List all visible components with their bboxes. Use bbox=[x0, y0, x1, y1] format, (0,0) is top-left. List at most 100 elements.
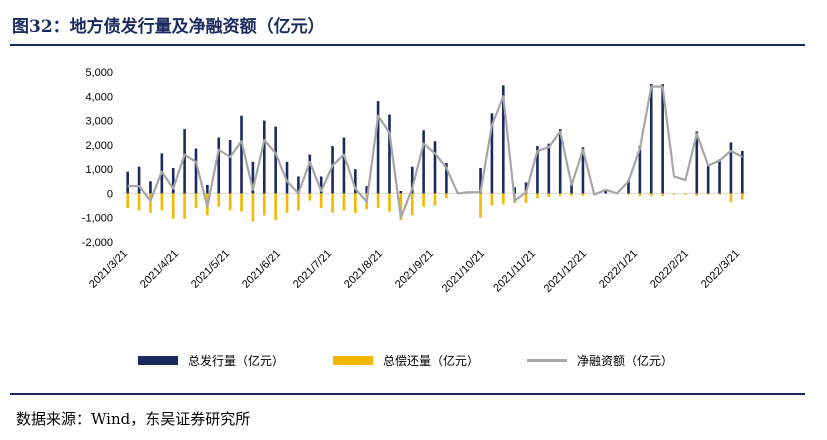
repayment-bar bbox=[695, 193, 699, 196]
issuance-bar bbox=[433, 141, 437, 194]
x-tick-label: 2021/9/21 bbox=[393, 248, 436, 291]
y-tick-label: 4,000 bbox=[85, 91, 113, 103]
repayment-bar bbox=[422, 193, 425, 207]
issuance-bar bbox=[649, 84, 653, 194]
chart-area: -2,000 -1,000 0 1,000 2,000 3,000 4,000 5,000 20… bbox=[82, 67, 748, 295]
repayment-bar bbox=[581, 193, 585, 196]
x-tick-label: 2021/5/21 bbox=[189, 248, 232, 291]
issuance-bar bbox=[308, 154, 312, 194]
repayment-bar bbox=[445, 193, 448, 199]
repayment-bar bbox=[240, 193, 243, 212]
repayment-bar bbox=[547, 193, 551, 198]
repayment-bar bbox=[558, 193, 562, 196]
x-tick-label: 2022/3/21 bbox=[699, 248, 742, 291]
repayment-bar bbox=[354, 193, 357, 213]
issuance-bar bbox=[365, 186, 369, 194]
issuance-bar bbox=[388, 114, 391, 194]
x-tick-label: 2021/7/21 bbox=[291, 248, 334, 291]
y-tick-label: 2,000 bbox=[85, 140, 113, 152]
issuance-bar bbox=[661, 84, 664, 194]
repayment-bar bbox=[501, 193, 505, 205]
issuance-bar bbox=[410, 166, 414, 194]
issuance-bar bbox=[570, 182, 573, 194]
y-tick-label: -1,000 bbox=[82, 213, 113, 225]
legend-label-repayment: 总偿还量（亿元） bbox=[383, 354, 480, 368]
repayment-bar bbox=[729, 193, 733, 202]
repayment-bar bbox=[661, 193, 664, 196]
x-tick-label: 2021/3/21 bbox=[87, 248, 130, 291]
issuance-bar bbox=[741, 150, 744, 194]
repayment-bar bbox=[638, 193, 642, 196]
legend-swatch-repayment bbox=[333, 356, 373, 365]
repayment-bar bbox=[410, 193, 414, 216]
issuance-bar bbox=[581, 147, 585, 194]
issuance-bar bbox=[558, 129, 562, 194]
issuance-bar bbox=[137, 166, 141, 194]
issuance-bar bbox=[501, 85, 505, 194]
issuance-bar bbox=[228, 140, 232, 194]
legend-label-net: 净融资额（亿元） bbox=[577, 354, 674, 368]
repayment-bar bbox=[126, 193, 129, 208]
repayment-bar bbox=[137, 193, 141, 211]
repayment-bar bbox=[672, 193, 676, 195]
issuance-bar bbox=[706, 164, 710, 194]
issuance-bar bbox=[627, 180, 630, 194]
legend-swatch-issuance bbox=[138, 356, 178, 365]
source-divider bbox=[10, 393, 805, 395]
repayment-bar bbox=[388, 193, 391, 212]
x-tick-label: 2021/12/21 bbox=[542, 248, 589, 295]
title-divider bbox=[10, 44, 805, 46]
repayment-bar bbox=[274, 193, 277, 221]
repayment-bar bbox=[149, 193, 152, 213]
repayment-bar bbox=[228, 193, 232, 211]
issuance-bar bbox=[331, 146, 334, 194]
issuance-bar bbox=[376, 101, 380, 194]
x-tick-label: 2021/10/21 bbox=[440, 248, 487, 295]
repayment-bar bbox=[376, 193, 380, 208]
issuance-bar bbox=[718, 159, 721, 194]
issuance-bar bbox=[217, 137, 221, 194]
repayment-bar bbox=[479, 193, 482, 218]
repayment-bar bbox=[308, 193, 312, 201]
repayment-bar bbox=[319, 193, 323, 208]
x-tick-label: 2022/2/21 bbox=[648, 248, 691, 291]
repayment-bar bbox=[706, 193, 710, 195]
issuance-bar bbox=[445, 163, 448, 194]
repayment-bar bbox=[251, 193, 255, 222]
issuance-bar bbox=[604, 189, 608, 194]
issuance-bar bbox=[183, 129, 186, 194]
legend-item-net: 净融资额（亿元） bbox=[527, 352, 673, 369]
issuance-bar bbox=[547, 143, 551, 194]
issuance-bar bbox=[342, 137, 346, 194]
issuance-bar bbox=[695, 131, 699, 194]
x-tick-label: 2021/8/21 bbox=[342, 248, 385, 291]
net-financing-line bbox=[127, 85, 743, 219]
issuance-bar bbox=[354, 169, 357, 194]
issuance-bar bbox=[638, 146, 642, 194]
issuance-bar bbox=[251, 161, 255, 194]
x-tick-label: 2022/1/21 bbox=[597, 248, 640, 291]
repayment-bar bbox=[524, 193, 528, 204]
issuance-bar bbox=[274, 126, 277, 194]
repayment-bar bbox=[160, 193, 164, 211]
issuance-bar bbox=[399, 191, 403, 194]
repayment-bar bbox=[433, 193, 437, 206]
repayment-bar bbox=[194, 193, 198, 208]
issuance-bar bbox=[729, 142, 733, 194]
legend-swatch-net bbox=[527, 359, 567, 362]
repayment-bar bbox=[331, 193, 334, 213]
legend-item-issuance: 总发行量（亿元） bbox=[138, 352, 284, 369]
legend-label-issuance: 总发行量（亿元） bbox=[188, 354, 285, 368]
data-source-note: 数据来源：Wind，东吴证券研究所 bbox=[16, 410, 251, 428]
issuance-bar bbox=[149, 181, 152, 194]
repayment-bar bbox=[741, 193, 744, 200]
repayment-bar bbox=[285, 193, 289, 213]
chart-title: 图32：地方债发行量及净融资额（亿元） bbox=[12, 17, 325, 37]
issuance-bar bbox=[262, 120, 266, 194]
repayment-bar bbox=[490, 193, 494, 206]
legend-item-repayment: 总偿还量（亿元） bbox=[333, 352, 479, 369]
issuance-bar bbox=[524, 182, 528, 194]
repayment-bar bbox=[217, 193, 221, 207]
repayment-bar bbox=[684, 193, 687, 195]
x-tick-label: 2021/6/21 bbox=[240, 248, 283, 291]
